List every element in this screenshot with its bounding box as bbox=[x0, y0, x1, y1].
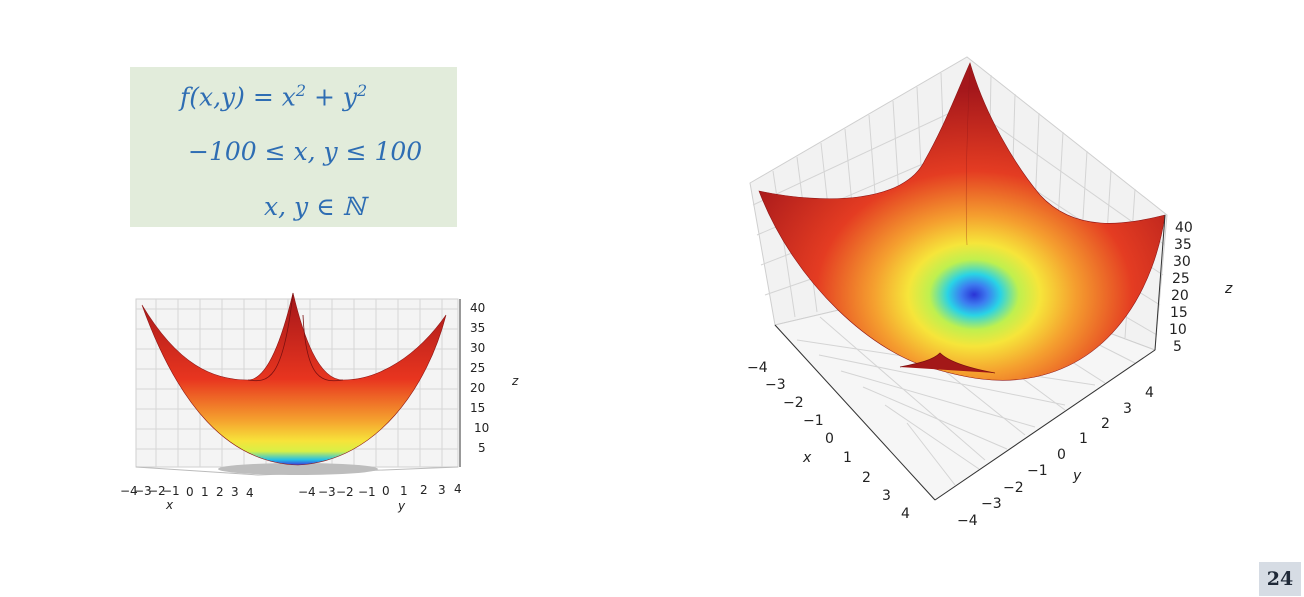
y-tick: −1 bbox=[358, 485, 376, 499]
x-tick: 4 bbox=[246, 486, 254, 500]
z-tick: 25 bbox=[470, 361, 485, 375]
y-tick: 4 bbox=[1145, 385, 1154, 401]
y-tick: −4 bbox=[957, 513, 978, 529]
y-tick: −2 bbox=[1003, 480, 1024, 496]
z-tick: 35 bbox=[1174, 237, 1192, 253]
page-number: 24 bbox=[1259, 562, 1301, 596]
y-tick: 1 bbox=[400, 484, 408, 498]
z-tick: 30 bbox=[470, 341, 485, 355]
y-axis-label: y bbox=[1072, 468, 1082, 484]
x-tick: −3 bbox=[134, 484, 152, 498]
y-tick: 0 bbox=[382, 484, 390, 498]
x-tick: −2 bbox=[783, 395, 804, 411]
y-tick: 0 bbox=[1057, 447, 1066, 463]
x-tick: −4 bbox=[747, 360, 768, 376]
z-tick: 10 bbox=[474, 421, 489, 435]
z-tick: 20 bbox=[1171, 288, 1189, 304]
surface-plot-side-view: 40 35 30 25 20 15 10 5 z −4 −3 −2 −1 0 1… bbox=[120, 292, 519, 513]
y-tick: 2 bbox=[1101, 416, 1110, 432]
x-tick: −1 bbox=[162, 484, 180, 498]
y-tick: 3 bbox=[438, 483, 446, 497]
z-tick: 15 bbox=[1170, 305, 1188, 321]
z-tick: 20 bbox=[470, 381, 485, 395]
x-tick: 4 bbox=[901, 506, 910, 522]
y-axis-label: y bbox=[397, 499, 406, 513]
x-tick: −2 bbox=[148, 484, 166, 498]
x-tick: 1 bbox=[843, 450, 852, 466]
z-axis-label: z bbox=[1224, 281, 1233, 297]
side-z-axis: 40 35 30 25 20 15 10 5 z bbox=[459, 299, 519, 467]
z-tick: 5 bbox=[1173, 339, 1182, 355]
y-tick: −4 bbox=[298, 485, 316, 499]
domain-range: −100 ≤ x, y ≤ 100 bbox=[188, 137, 423, 166]
y-tick: 3 bbox=[1123, 401, 1132, 417]
perspective-y-axis: 4 3 2 1 0 −1 −2 −3 −4 y bbox=[934, 349, 1156, 529]
side-y-axis: −4 −3 −2 −1 0 1 2 3 4 y bbox=[298, 482, 462, 513]
x-axis-label: x bbox=[165, 498, 174, 512]
side-floor-shadow bbox=[218, 463, 378, 475]
y-tick: −3 bbox=[981, 496, 1002, 512]
y-tick: 1 bbox=[1079, 431, 1088, 447]
perspective-surface-front-edge bbox=[899, 352, 996, 374]
function-definition: f(x,y) = x2 + y2 bbox=[180, 81, 368, 112]
natural-number-constraint: x, y ∈ ℕ bbox=[264, 192, 366, 221]
perspective-z-axis: 40 35 30 25 20 15 10 5 z bbox=[1154, 214, 1233, 355]
perspective-x-axis: −4 −3 −2 −1 0 1 2 3 4 x bbox=[747, 324, 936, 522]
z-tick: 30 bbox=[1173, 254, 1191, 270]
x-tick: 0 bbox=[186, 485, 194, 499]
x-tick: 3 bbox=[882, 488, 891, 504]
side-surface-ridge bbox=[247, 292, 294, 382]
x-tick: 2 bbox=[216, 485, 224, 499]
y-tick: −2 bbox=[336, 485, 354, 499]
z-tick: 10 bbox=[1169, 322, 1187, 338]
x-axis-label: x bbox=[802, 450, 812, 466]
x-tick: 3 bbox=[231, 485, 239, 499]
z-tick: 25 bbox=[1172, 271, 1190, 287]
y-tick: 4 bbox=[454, 482, 462, 496]
x-tick: 0 bbox=[825, 431, 834, 447]
z-tick: 40 bbox=[1175, 220, 1193, 236]
z-tick: 40 bbox=[470, 301, 485, 315]
x-tick: 2 bbox=[862, 470, 871, 486]
formula-box: f(x,y) = x2 + y2 −100 ≤ x, y ≤ 100 x, y … bbox=[130, 67, 457, 227]
perspective-surface-edge bbox=[965, 62, 971, 246]
side-x-axis: −4 −3 −2 −1 0 1 2 3 4 x bbox=[120, 484, 254, 512]
surface-plot-perspective-view: 40 35 30 25 20 15 10 5 z −4 −3 −2 −1 0 1… bbox=[747, 56, 1233, 529]
y-tick: −3 bbox=[318, 485, 336, 499]
y-tick: −1 bbox=[1027, 463, 1048, 479]
x-tick: 1 bbox=[201, 485, 209, 499]
x-tick: −4 bbox=[120, 484, 138, 498]
x-tick: −3 bbox=[765, 377, 786, 393]
z-tick: 15 bbox=[470, 401, 485, 415]
z-axis-label: z bbox=[511, 374, 519, 388]
y-tick: 2 bbox=[420, 483, 428, 497]
z-tick: 35 bbox=[470, 321, 485, 335]
z-tick: 5 bbox=[478, 441, 486, 455]
side-surface-ridge bbox=[302, 314, 344, 382]
x-tick: −1 bbox=[803, 413, 824, 429]
